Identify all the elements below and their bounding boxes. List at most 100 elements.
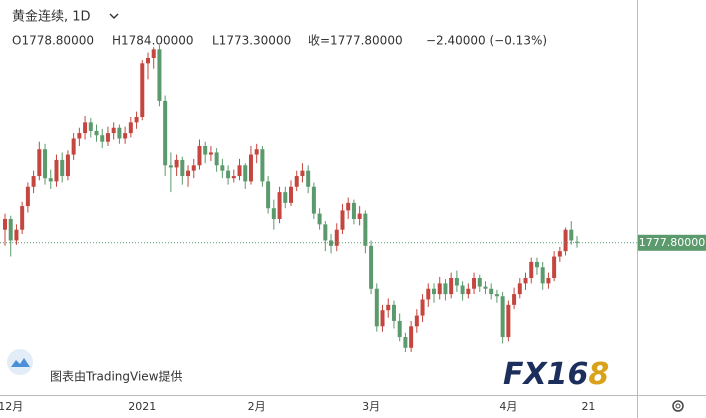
candle-body (380, 310, 385, 327)
settings-icon[interactable] (672, 400, 684, 412)
candle-body (105, 133, 110, 142)
candle-body (83, 122, 88, 134)
candle-body (529, 261, 534, 279)
candle-body (420, 299, 425, 316)
candle-body (65, 154, 70, 177)
candle-body (386, 304, 391, 311)
candle-body (231, 176, 236, 179)
logo-part: FX16 (503, 357, 588, 392)
candle-body (460, 285, 465, 295)
candle-body (500, 296, 505, 338)
candle-body (31, 176, 36, 187)
candle-body (363, 213, 368, 246)
settings-icon-center (675, 403, 681, 409)
candle-body (575, 241, 579, 243)
candle-body (197, 145, 202, 166)
candle-body (563, 229, 568, 252)
candle-body (180, 159, 185, 177)
candle-body (334, 229, 339, 246)
candle-body (123, 133, 128, 139)
candle-body (191, 165, 196, 171)
interval-chevron[interactable] (109, 13, 119, 19)
candle-body (151, 49, 156, 58)
candle-body (391, 304, 396, 321)
candle-body (277, 192, 282, 219)
candle-body (20, 206, 25, 230)
last-price-label: 1777.80000 (639, 236, 705, 249)
candle-body (3, 218, 7, 230)
candle-body (111, 127, 116, 134)
logo: FX168 (503, 357, 609, 392)
watermark: 图表由TradingView提供 (50, 369, 183, 384)
candle-body (208, 152, 213, 155)
ohlc-label: −2.40000 (−0.13%) (426, 34, 547, 48)
ohlc-label: O1778.80000 (12, 34, 94, 48)
candle-body (94, 130, 99, 136)
candle-body (557, 251, 562, 257)
candle-body (271, 208, 276, 219)
chart-title: 黄金连续, 1D (12, 9, 91, 25)
candle-body (472, 278, 477, 289)
candle-body (340, 210, 345, 230)
candle-body (437, 283, 442, 295)
candle-body (369, 245, 374, 289)
candle-body (346, 202, 351, 211)
candle-body (443, 283, 448, 295)
candle-body (25, 186, 30, 207)
candle-body (426, 288, 431, 300)
ohlc-label: H1784.00000 (112, 34, 194, 48)
candle-body (357, 213, 362, 219)
candle-body (489, 288, 494, 295)
candle-body (289, 186, 293, 203)
x-tick-label: 2月 (248, 400, 266, 413)
candle-body (454, 278, 459, 286)
x-tick-label: 12月 (0, 400, 23, 413)
candle-body (37, 149, 42, 177)
candle-body (134, 116, 139, 123)
candle-body (220, 165, 225, 171)
candle-body (243, 165, 248, 182)
candle-body (157, 49, 162, 101)
candle-body (414, 315, 419, 327)
candle-body (329, 240, 334, 246)
ohlc-label: 收=1777.80000 (308, 34, 403, 48)
candle-body (146, 57, 150, 64)
candle-body (483, 286, 488, 289)
candle-body (266, 181, 271, 209)
x-tick-label: 3月 (362, 400, 380, 413)
candle-body (260, 149, 265, 182)
candle-body (466, 288, 471, 295)
ohlc-label: L1773.30000 (212, 34, 291, 48)
candle-body (128, 122, 133, 134)
logo-part: 8 (588, 357, 609, 392)
candle-body (300, 170, 305, 177)
candle-body (552, 256, 557, 279)
candle-body (409, 326, 414, 348)
candle-body (174, 159, 179, 168)
candle-body (403, 337, 408, 348)
candle-body (14, 229, 19, 241)
candle-body (517, 283, 522, 295)
candle-body (117, 127, 122, 139)
candle-body (248, 154, 253, 182)
candle-body (163, 100, 168, 166)
candle-body (323, 224, 328, 241)
candle-body (60, 159, 65, 177)
candle-body (77, 133, 82, 139)
candle-body (8, 218, 13, 241)
candle-body (283, 192, 288, 203)
candle-body (100, 135, 105, 142)
candle-body (540, 267, 545, 284)
candle-body (306, 170, 311, 187)
candle-body (546, 278, 551, 284)
candle-body (397, 320, 402, 338)
candle-body (43, 149, 48, 179)
candle-body (48, 178, 53, 182)
candle-body (226, 170, 231, 179)
candle-body (317, 213, 322, 225)
candle-body (311, 186, 316, 214)
last-price-box (638, 234, 706, 251)
candle-body (534, 261, 539, 268)
candle-body (449, 278, 454, 295)
